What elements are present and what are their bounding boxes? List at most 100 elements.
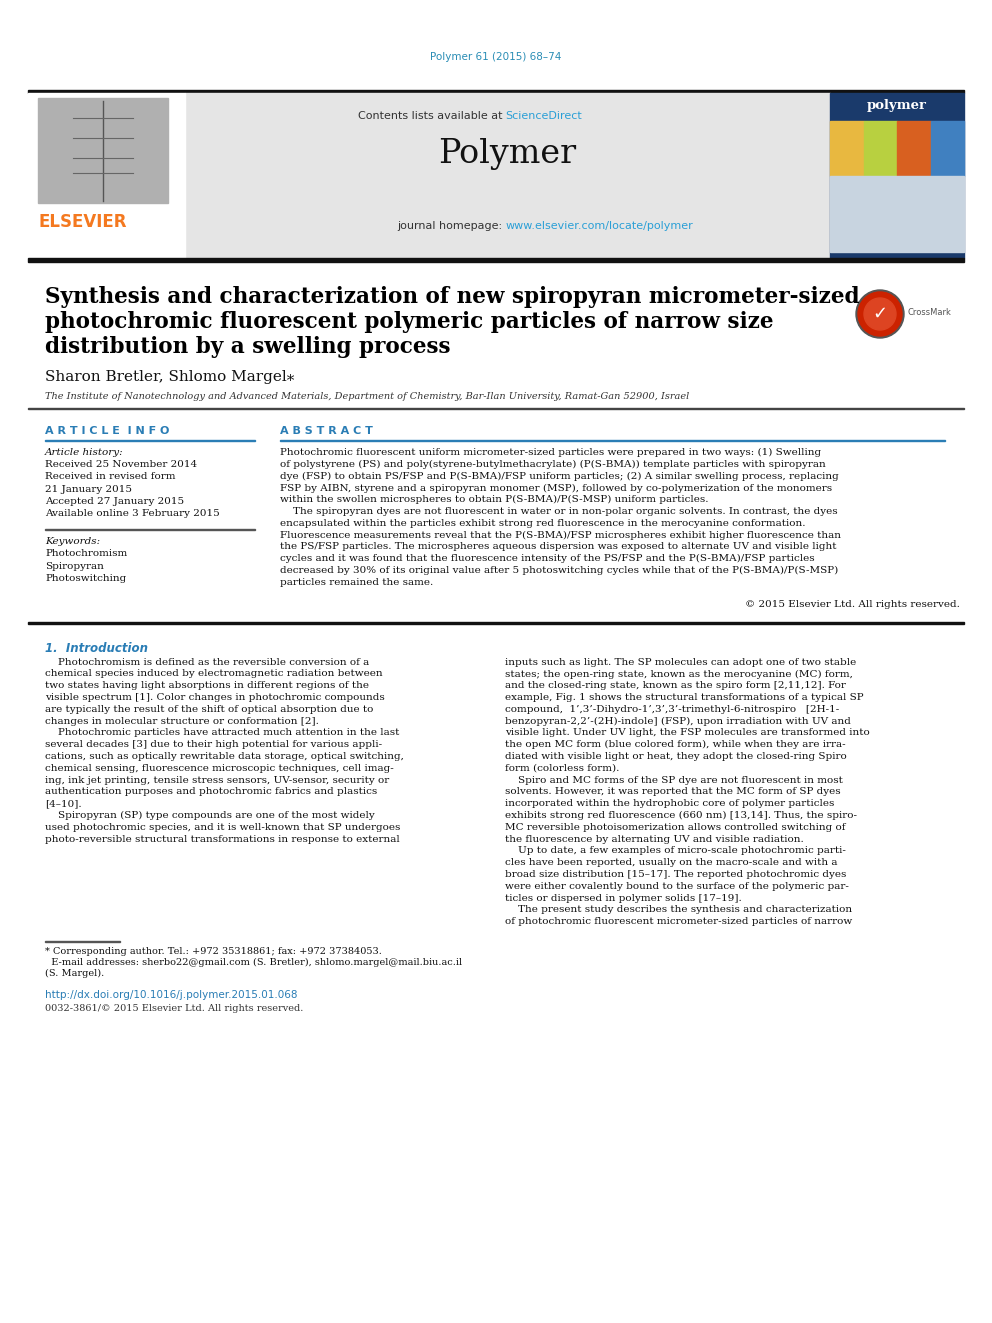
Text: used photochromic species, and it is well-known that SP undergoes: used photochromic species, and it is wel… bbox=[45, 823, 401, 832]
Text: chemical sensing, fluorescence microscopic techniques, cell imag-: chemical sensing, fluorescence microscop… bbox=[45, 763, 394, 773]
Text: ✓: ✓ bbox=[872, 306, 888, 323]
Text: photochromic fluorescent polymeric particles of narrow size: photochromic fluorescent polymeric parti… bbox=[45, 311, 774, 333]
Text: decreased by 30% of its original value after 5 photoswitching cycles while that : decreased by 30% of its original value a… bbox=[280, 566, 838, 576]
Text: benzopyran-2,2’-(2H)-indole] (FSP), upon irradiation with UV and: benzopyran-2,2’-(2H)-indole] (FSP), upon… bbox=[505, 717, 851, 726]
Text: cycles and it was found that the fluorescence intensity of the PS/FSP and the P(: cycles and it was found that the fluores… bbox=[280, 554, 814, 564]
Bar bbox=[830, 93, 964, 258]
Bar bbox=[28, 258, 964, 262]
Text: authentication purposes and photochromic fabrics and plastics: authentication purposes and photochromic… bbox=[45, 787, 377, 796]
Text: incorporated within the hydrophobic core of polymer particles: incorporated within the hydrophobic core… bbox=[505, 799, 834, 808]
Text: Polymer: Polymer bbox=[438, 138, 576, 169]
Text: A R T I C L E  I N F O: A R T I C L E I N F O bbox=[45, 426, 170, 437]
Text: diated with visible light or heat, they adopt the closed-ring Spiro: diated with visible light or heat, they … bbox=[505, 751, 847, 761]
Text: the fluorescence by alternating UV and visible radiation.: the fluorescence by alternating UV and v… bbox=[505, 835, 804, 844]
Text: [4–10].: [4–10]. bbox=[45, 799, 81, 808]
Text: and the closed-ring state, known as the spiro form [2,11,12]. For: and the closed-ring state, known as the … bbox=[505, 681, 846, 691]
Text: Accepted 27 January 2015: Accepted 27 January 2015 bbox=[45, 497, 185, 505]
Text: polymer: polymer bbox=[867, 99, 927, 112]
Text: Keywords:: Keywords: bbox=[45, 537, 100, 546]
Text: Article history:: Article history: bbox=[45, 448, 124, 456]
Text: Polymer 61 (2015) 68–74: Polymer 61 (2015) 68–74 bbox=[431, 52, 561, 62]
Text: ing, ink jet printing, tensile stress sensors, UV-sensor, security or: ing, ink jet printing, tensile stress se… bbox=[45, 775, 389, 785]
Text: Up to date, a few examples of micro-scale photochromic parti-: Up to date, a few examples of micro-scal… bbox=[505, 847, 846, 856]
Text: * Corresponding author. Tel.: +972 35318861; fax: +972 37384053.: * Corresponding author. Tel.: +972 35318… bbox=[45, 947, 382, 957]
Text: Photochromic particles have attracted much attention in the last: Photochromic particles have attracted mu… bbox=[45, 729, 400, 737]
Text: CrossMark: CrossMark bbox=[907, 308, 951, 318]
Text: E-mail addresses: sherbo22@gmail.com (S. Bretler), shlomo.margel@mail.biu.ac.il: E-mail addresses: sherbo22@gmail.com (S.… bbox=[45, 958, 462, 967]
Text: form (colorless form).: form (colorless form). bbox=[505, 763, 619, 773]
Text: of photochromic fluorescent micrometer-sized particles of narrow: of photochromic fluorescent micrometer-s… bbox=[505, 917, 852, 926]
Text: journal homepage:: journal homepage: bbox=[397, 221, 506, 232]
Text: Photoswitching: Photoswitching bbox=[45, 574, 126, 583]
Text: cles have been reported, usually on the macro-scale and with a: cles have been reported, usually on the … bbox=[505, 859, 837, 867]
Text: visible light. Under UV light, the FSP molecules are transformed into: visible light. Under UV light, the FSP m… bbox=[505, 729, 870, 737]
Text: particles remained the same.: particles remained the same. bbox=[280, 578, 434, 587]
Circle shape bbox=[856, 290, 904, 337]
Text: within the swollen microspheres to obtain P(S-BMA)/P(S-MSP) uniform particles.: within the swollen microspheres to obtai… bbox=[280, 495, 708, 504]
Text: chemical species induced by electromagnetic radiation between: chemical species induced by electromagne… bbox=[45, 669, 383, 679]
Text: distribution by a swelling process: distribution by a swelling process bbox=[45, 336, 450, 359]
Circle shape bbox=[858, 292, 902, 336]
Text: example, Fig. 1 shows the structural transformations of a typical SP: example, Fig. 1 shows the structural tra… bbox=[505, 693, 864, 703]
Text: Received 25 November 2014: Received 25 November 2014 bbox=[45, 460, 197, 470]
Text: Sharon Bretler, Shlomo Margel⁎: Sharon Bretler, Shlomo Margel⁎ bbox=[45, 370, 295, 384]
Text: Spiropyran (SP) type compounds are one of the most widely: Spiropyran (SP) type compounds are one o… bbox=[45, 811, 375, 820]
Text: broad size distribution [15–17]. The reported photochromic dyes: broad size distribution [15–17]. The rep… bbox=[505, 871, 846, 878]
Bar bbox=[830, 120, 863, 176]
Text: changes in molecular structure or conformation [2].: changes in molecular structure or confor… bbox=[45, 717, 318, 725]
Text: cations, such as optically rewritable data storage, optical switching,: cations, such as optically rewritable da… bbox=[45, 751, 404, 761]
Text: 1.  Introduction: 1. Introduction bbox=[45, 642, 148, 655]
Text: solvents. However, it was reported that the MC form of SP dyes: solvents. However, it was reported that … bbox=[505, 787, 840, 796]
Text: Fluorescence measurements reveal that the P(S-BMA)/FSP microspheres exhibit high: Fluorescence measurements reveal that th… bbox=[280, 531, 841, 540]
Text: two states having light absorptions in different regions of the: two states having light absorptions in d… bbox=[45, 681, 369, 691]
Text: compound,  1’,3’-Dihydro-1’,3’,3’-trimethyl-6-nitrospiro   [2H-1-: compound, 1’,3’-Dihydro-1’,3’,3’-trimeth… bbox=[505, 705, 839, 714]
Bar bbox=[830, 176, 964, 251]
Bar bbox=[38, 98, 168, 202]
Bar bbox=[28, 622, 964, 624]
Text: Spiropyran: Spiropyran bbox=[45, 561, 104, 570]
Text: Spiro and MC forms of the SP dye are not fluorescent in most: Spiro and MC forms of the SP dye are not… bbox=[505, 775, 843, 785]
Text: The present study describes the synthesis and characterization: The present study describes the synthesi… bbox=[505, 905, 852, 914]
Bar bbox=[897, 120, 930, 176]
Text: Photochromic fluorescent uniform micrometer-sized particles were prepared in two: Photochromic fluorescent uniform microme… bbox=[280, 448, 821, 458]
Text: © 2015 Elsevier Ltd. All rights reserved.: © 2015 Elsevier Ltd. All rights reserved… bbox=[745, 599, 960, 609]
Text: states; the open-ring state, known as the merocyanine (MC) form,: states; the open-ring state, known as th… bbox=[505, 669, 853, 679]
Text: www.elsevier.com/locate/polymer: www.elsevier.com/locate/polymer bbox=[506, 221, 693, 232]
Bar bbox=[185, 93, 830, 258]
Text: MC reversible photoisomerization allows controlled switching of: MC reversible photoisomerization allows … bbox=[505, 823, 845, 832]
Text: exhibits strong red fluorescence (660 nm) [13,14]. Thus, the spiro-: exhibits strong red fluorescence (660 nm… bbox=[505, 811, 857, 820]
Bar bbox=[930, 120, 964, 176]
Text: photo-reversible structural transformations in response to external: photo-reversible structural transformati… bbox=[45, 835, 400, 844]
Text: http://dx.doi.org/10.1016/j.polymer.2015.01.068: http://dx.doi.org/10.1016/j.polymer.2015… bbox=[45, 990, 298, 1000]
Text: ticles or dispersed in polymer solids [17–19].: ticles or dispersed in polymer solids [1… bbox=[505, 893, 742, 902]
Text: several decades [3] due to their high potential for various appli-: several decades [3] due to their high po… bbox=[45, 740, 382, 749]
Text: inputs such as light. The SP molecules can adopt one of two stable: inputs such as light. The SP molecules c… bbox=[505, 658, 856, 667]
Text: of polystyrene (PS) and poly(styrene-butylmethacrylate) (P(S-BMA)) template part: of polystyrene (PS) and poly(styrene-but… bbox=[280, 460, 825, 468]
Text: (S. Margel).: (S. Margel). bbox=[45, 968, 104, 978]
Text: Received in revised form: Received in revised form bbox=[45, 472, 176, 482]
Text: Photochromism: Photochromism bbox=[45, 549, 127, 558]
Text: Contents lists available at: Contents lists available at bbox=[357, 111, 506, 120]
Text: The Institute of Nanotechnology and Advanced Materials, Department of Chemistry,: The Institute of Nanotechnology and Adva… bbox=[45, 392, 689, 401]
Text: FSP by AIBN, styrene and a spiropyran monomer (MSP), followed by co-polymerizati: FSP by AIBN, styrene and a spiropyran mo… bbox=[280, 483, 832, 492]
Text: are typically the result of the shift of optical absorption due to: are typically the result of the shift of… bbox=[45, 705, 373, 714]
Bar bbox=[863, 120, 897, 176]
Text: 0032-3861/© 2015 Elsevier Ltd. All rights reserved.: 0032-3861/© 2015 Elsevier Ltd. All right… bbox=[45, 1004, 304, 1013]
Bar bbox=[28, 90, 964, 93]
Text: Synthesis and characterization of new spiropyran micrometer-sized: Synthesis and characterization of new sp… bbox=[45, 286, 859, 308]
Text: A B S T R A C T: A B S T R A C T bbox=[280, 426, 373, 437]
Text: the PS/FSP particles. The microspheres aqueous dispersion was exposed to alterna: the PS/FSP particles. The microspheres a… bbox=[280, 542, 836, 552]
Text: were either covalently bound to the surface of the polymeric par-: were either covalently bound to the surf… bbox=[505, 882, 849, 890]
Text: the open MC form (blue colored form), while when they are irra-: the open MC form (blue colored form), wh… bbox=[505, 740, 845, 749]
Text: The spiropyran dyes are not fluorescent in water or in non-polar organic solvent: The spiropyran dyes are not fluorescent … bbox=[280, 507, 837, 516]
Text: dye (FSP) to obtain PS/FSP and P(S-BMA)/FSP uniform particles; (2) A similar swe: dye (FSP) to obtain PS/FSP and P(S-BMA)/… bbox=[280, 471, 839, 480]
Text: Available online 3 February 2015: Available online 3 February 2015 bbox=[45, 509, 220, 519]
Bar bbox=[28, 93, 185, 258]
Text: ScienceDirect: ScienceDirect bbox=[506, 111, 582, 120]
Text: Photochromism is defined as the reversible conversion of a: Photochromism is defined as the reversib… bbox=[45, 658, 369, 667]
Text: 21 January 2015: 21 January 2015 bbox=[45, 484, 132, 493]
Text: encapsulated within the particles exhibit strong red fluorescence in the merocya: encapsulated within the particles exhibi… bbox=[280, 519, 806, 528]
Text: visible spectrum [1]. Color changes in photochromic compounds: visible spectrum [1]. Color changes in p… bbox=[45, 693, 385, 703]
Circle shape bbox=[864, 298, 896, 329]
Text: ELSEVIER: ELSEVIER bbox=[38, 213, 127, 232]
